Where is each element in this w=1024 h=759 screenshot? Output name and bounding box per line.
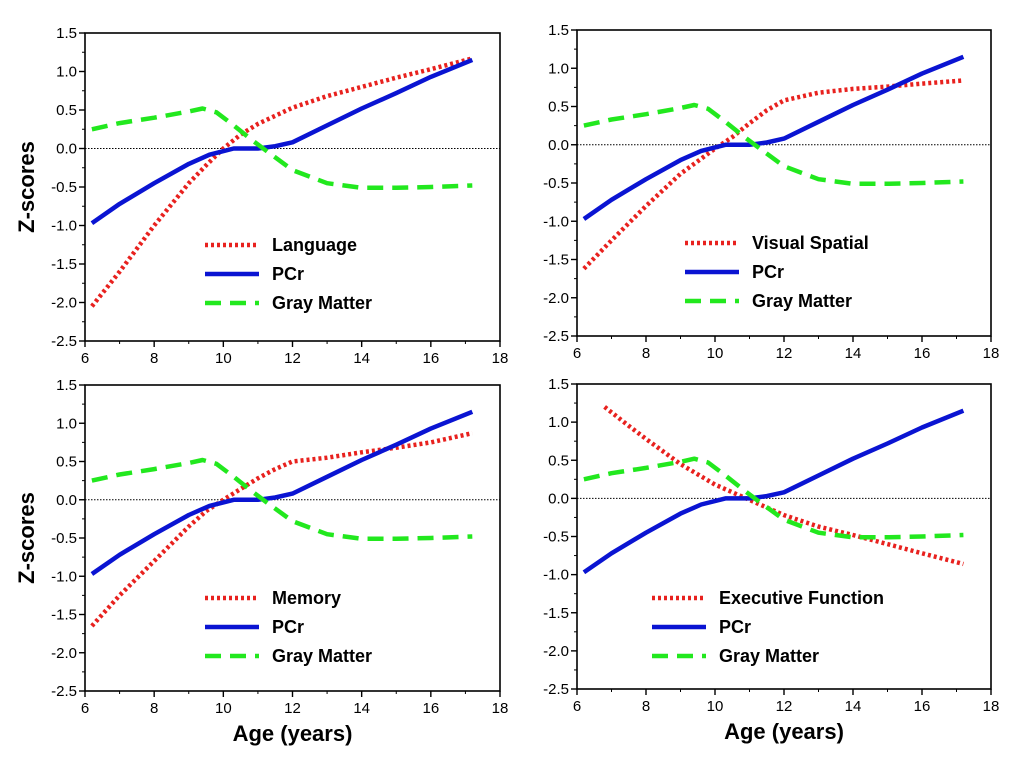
y-tick-label: 1.5 [56, 25, 77, 42]
y-axis-title: Z-scores [14, 141, 39, 233]
y-tick-label: 0.0 [548, 490, 569, 507]
x-tick-label: 6 [81, 350, 89, 367]
y-tick-label: 1.5 [548, 376, 569, 393]
chart-panel-bottom-right: -2.5 -2.0 -1.5 -1.0 -0.5 0.0 0.5 1.0 1.5 6 8 10 12 14… [543, 376, 999, 744]
x-tick-label: 18 [492, 350, 509, 367]
x-tick-label: 6 [573, 345, 581, 362]
legend-label: PCr [272, 617, 304, 637]
y-tick-label: 0.0 [56, 141, 77, 158]
x-tick-label: 12 [776, 345, 793, 362]
legend-label: PCr [752, 262, 784, 282]
y-tick-label: -0.5 [543, 529, 569, 546]
x-tick-label: 12 [284, 350, 301, 367]
x-tick-label: 8 [150, 700, 158, 717]
x-tick-label: 8 [150, 350, 158, 367]
y-tick-label: -2.0 [543, 290, 569, 307]
chart-panel-bottom-left: -2.5 -2.0 -1.5 -1.0 -0.5 0.0 0.5 1.0 1.5 6 8 10 12 14… [14, 377, 508, 746]
y-tick-label: 0.5 [548, 452, 569, 469]
y-tick-label: 1.0 [548, 60, 569, 77]
legend-label: PCr [272, 264, 304, 284]
y-tick-label: 1.0 [56, 415, 77, 432]
y-tick-label: 0.5 [56, 102, 77, 119]
y-tick-label: 0.0 [548, 137, 569, 154]
legend-label: Gray Matter [719, 646, 819, 666]
chart-panel-top-right: -2.5 -2.0 -1.5 -1.0 -0.5 0.0 0.5 1.0 1.5 6 8 10 12 14… [543, 22, 999, 362]
x-tick-label: 14 [353, 700, 370, 717]
x-tick-label: 10 [215, 700, 232, 717]
y-tick-label: -2.5 [51, 683, 77, 700]
y-tick-label: 1.0 [548, 414, 569, 431]
y-tick-label: -2.0 [51, 645, 77, 662]
chart-panel-top-left: -2.5 -2.0 -1.5 -1.0 -0.5 0.0 0.5 1.0 1.5 6 8 10 12 14… [14, 25, 508, 367]
y-tick-label: -1.5 [543, 252, 569, 269]
y-tick-label: -1.5 [51, 607, 77, 624]
x-tick-label: 8 [642, 345, 650, 362]
legend-label: Language [272, 235, 357, 255]
x-tick-label: 6 [573, 698, 581, 715]
x-axis-title: Age (years) [724, 719, 844, 744]
y-tick-label: -2.0 [51, 295, 77, 312]
x-tick-label: 10 [215, 350, 232, 367]
y-tick-label: -2.5 [543, 681, 569, 698]
y-tick-label: 1.5 [548, 22, 569, 39]
x-tick-label: 8 [642, 698, 650, 715]
y-tick-label: -0.5 [51, 179, 77, 196]
x-tick-label: 12 [776, 698, 793, 715]
x-tick-label: 16 [914, 345, 931, 362]
legend-label: Executive Function [719, 588, 884, 608]
x-axis-title: Age (years) [233, 721, 353, 746]
series-line-pcr [90, 409, 474, 576]
x-tick-label: 16 [914, 698, 931, 715]
y-tick-label: -1.0 [51, 218, 77, 235]
legend-label: Visual Spatial [752, 233, 869, 253]
y-tick-label: 1.5 [56, 377, 77, 394]
legend-label: Gray Matter [272, 646, 372, 666]
y-tick-label: -2.5 [51, 333, 77, 350]
y-tick-label: 0.0 [56, 492, 77, 509]
series-line-gray-matter [91, 106, 473, 191]
x-tick-label: 16 [422, 350, 439, 367]
x-tick-label: 12 [284, 700, 301, 717]
x-tick-label: 18 [492, 700, 509, 717]
x-tick-label: 18 [983, 698, 1000, 715]
legend-label: PCr [719, 617, 751, 637]
y-tick-label: 1.0 [56, 64, 77, 81]
series-line-pcr [582, 408, 965, 575]
y-tick-label: -1.5 [543, 605, 569, 622]
y-tick-label: -1.0 [51, 568, 77, 585]
series-line-visual-spatial [582, 78, 964, 271]
series-line-pcr [582, 54, 965, 221]
legend-label: Gray Matter [272, 293, 372, 313]
y-tick-label: -2.0 [543, 643, 569, 660]
legend-label: Memory [272, 588, 341, 608]
x-tick-label: 16 [422, 700, 439, 717]
y-tick-label: -0.5 [543, 175, 569, 192]
y-tick-label: 0.5 [56, 454, 77, 471]
y-tick-label: -2.5 [543, 328, 569, 345]
x-tick-label: 18 [983, 345, 1000, 362]
series-line-gray-matter [91, 457, 473, 542]
x-tick-label: 14 [845, 345, 862, 362]
y-tick-label: -1.5 [51, 256, 77, 273]
x-tick-label: 6 [81, 700, 89, 717]
y-tick-label: -0.5 [51, 530, 77, 547]
series-line-pcr [90, 57, 474, 226]
x-tick-label: 14 [845, 698, 862, 715]
x-tick-label: 14 [353, 350, 370, 367]
y-tick-label: 0.5 [548, 99, 569, 116]
legend-label: Gray Matter [752, 291, 852, 311]
series-line-executive-function [603, 405, 964, 567]
x-tick-label: 10 [707, 698, 724, 715]
y-tick-label: -1.0 [543, 567, 569, 584]
y-tick-label: -1.0 [543, 213, 569, 230]
x-tick-label: 10 [707, 345, 724, 362]
y-axis-title: Z-scores [14, 492, 39, 584]
